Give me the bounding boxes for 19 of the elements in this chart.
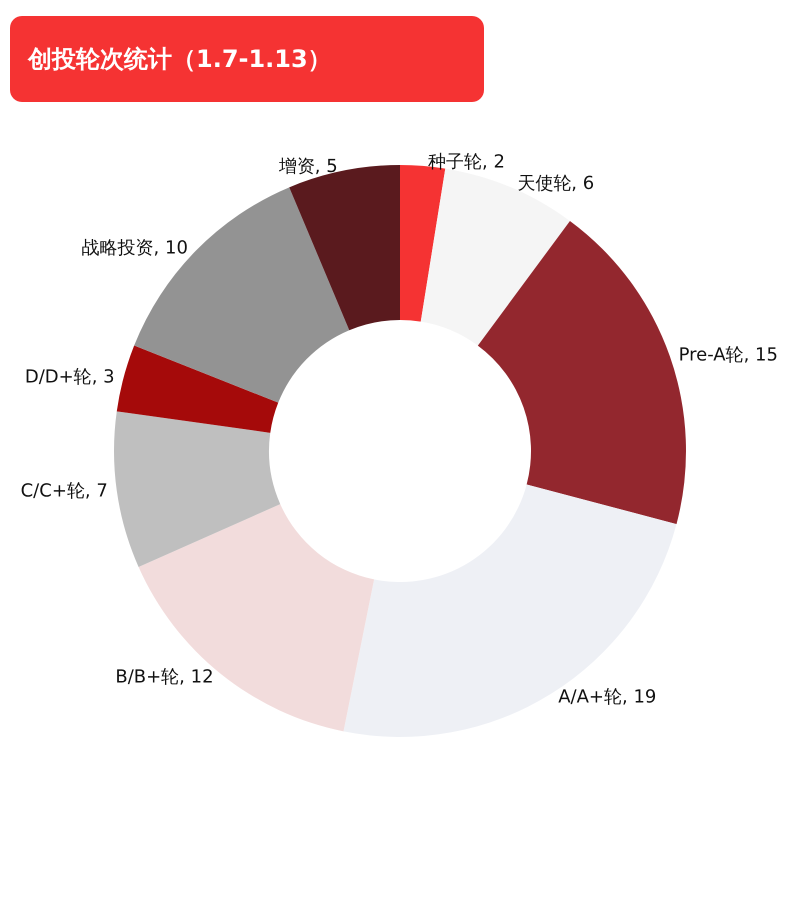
slice-label: 战略投资: [82, 237, 154, 258]
data-label: , 19: [622, 686, 656, 708]
slice-label: 种子轮: [428, 151, 482, 172]
slice-label: 天使轮: [517, 173, 572, 194]
slice-label: A/A+轮: [558, 686, 622, 708]
slice-label: 增资: [278, 156, 315, 178]
data-label: , 10: [154, 237, 188, 258]
data-label: , 7: [84, 480, 108, 502]
data-label: , 6: [571, 173, 594, 194]
slice-label: Pre-A轮: [678, 344, 744, 366]
data-label: , 3: [92, 366, 115, 388]
slice-label: B/B+轮: [115, 666, 180, 688]
data-label: , 12: [179, 666, 214, 688]
data-label: , 5: [314, 156, 338, 178]
slice-label: C/C+轮: [20, 480, 85, 502]
data-label: , 15: [744, 344, 778, 366]
data-label: , 2: [482, 151, 505, 172]
slice-label: D/D+轮: [24, 366, 92, 388]
chart-title: 创投轮次统计（1.7-1.13）: [10, 16, 484, 102]
